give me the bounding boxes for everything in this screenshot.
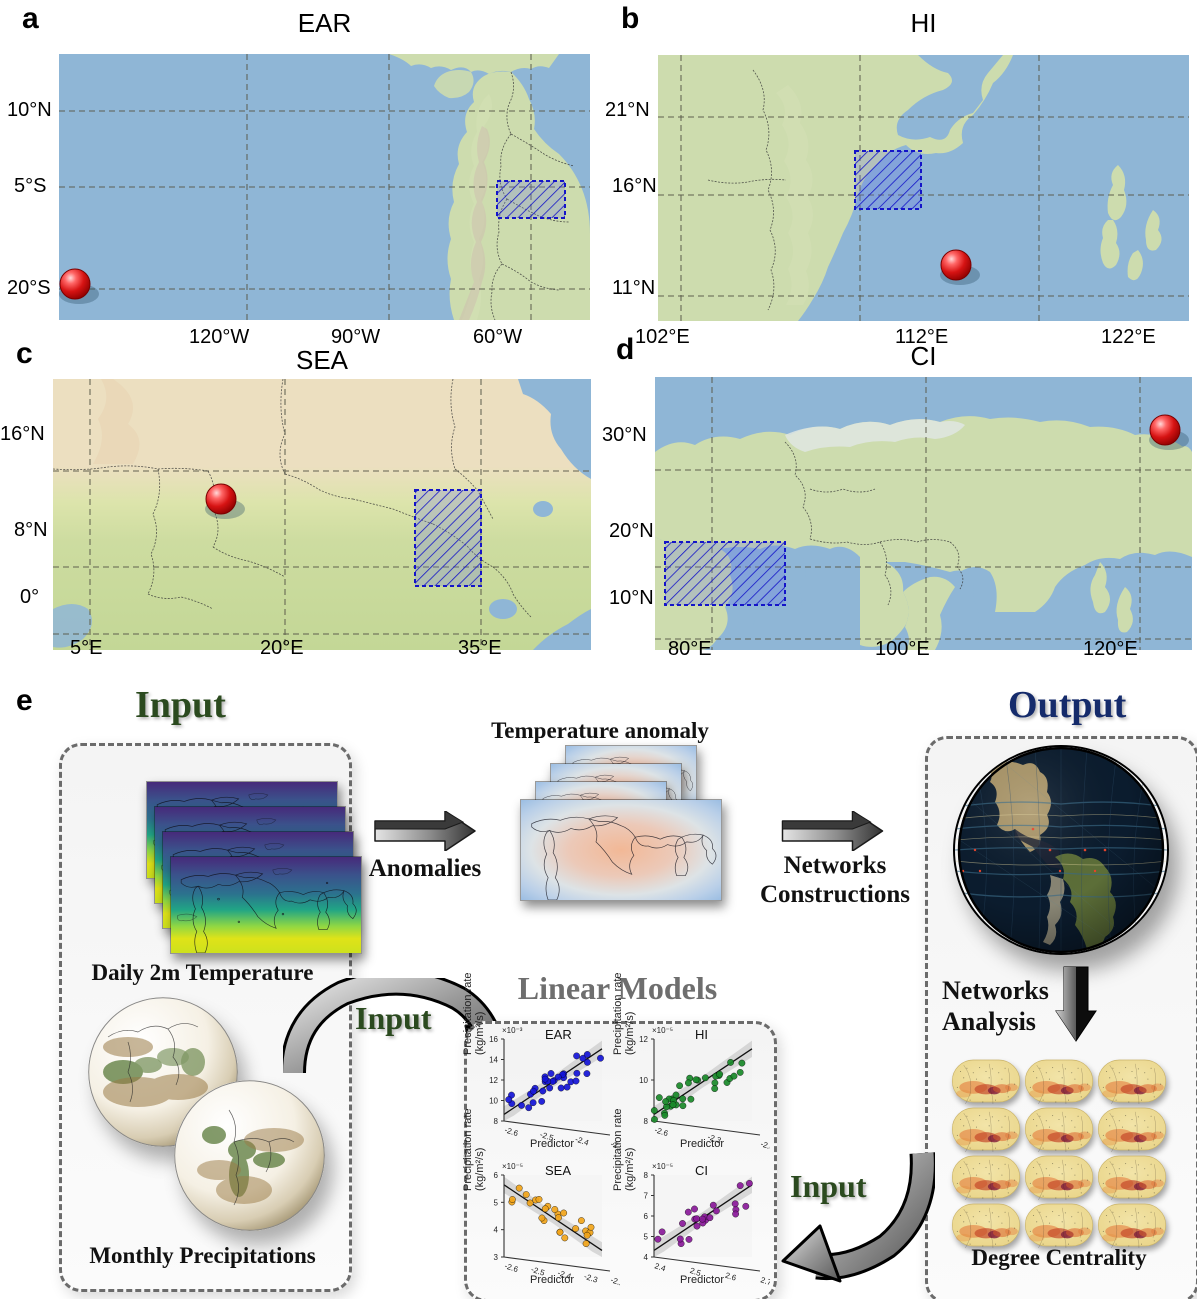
svg-text:6: 6 — [644, 1212, 649, 1221]
svg-text:-2.3: -2.3 — [583, 1272, 599, 1285]
svg-text:14: 14 — [489, 1056, 498, 1065]
svg-text:4: 4 — [644, 1253, 649, 1262]
svg-text:12: 12 — [489, 1076, 498, 1085]
svg-text:8: 8 — [644, 1117, 649, 1126]
svg-text:2.7: 2.7 — [759, 1275, 770, 1287]
svg-text:-2.4: -2.4 — [574, 1135, 590, 1148]
svg-text:6: 6 — [494, 1171, 499, 1180]
svg-text:5: 5 — [644, 1233, 649, 1242]
svg-text:×10⁻³: ×10⁻³ — [502, 1026, 523, 1035]
svg-text:2.4: 2.4 — [653, 1261, 667, 1273]
svg-text:10: 10 — [489, 1097, 498, 1106]
svg-text:16: 16 — [489, 1035, 498, 1044]
svg-text:5: 5 — [494, 1198, 499, 1207]
svg-text:-2.6: -2.6 — [503, 1261, 519, 1274]
svg-text:-2.0: -2.0 — [759, 1139, 770, 1152]
svg-text:4: 4 — [494, 1226, 499, 1235]
svg-text:10: 10 — [639, 1076, 648, 1085]
svg-text:7: 7 — [644, 1192, 649, 1201]
svg-text:×10⁻⁵: ×10⁻⁵ — [652, 1162, 673, 1171]
svg-text:-2.2: -2.2 — [609, 1275, 620, 1288]
svg-text:-2.6: -2.6 — [653, 1125, 669, 1138]
svg-text:8: 8 — [494, 1117, 499, 1126]
svg-text:8: 8 — [644, 1171, 649, 1180]
svg-text:3: 3 — [494, 1253, 499, 1262]
svg-text:2.6: 2.6 — [724, 1271, 738, 1283]
svg-text:×10⁻⁵: ×10⁻⁵ — [502, 1162, 523, 1171]
svg-text:-2.6: -2.6 — [503, 1125, 519, 1138]
svg-text:12: 12 — [639, 1035, 648, 1044]
svg-text:×10⁻⁵: ×10⁻⁵ — [652, 1026, 673, 1035]
